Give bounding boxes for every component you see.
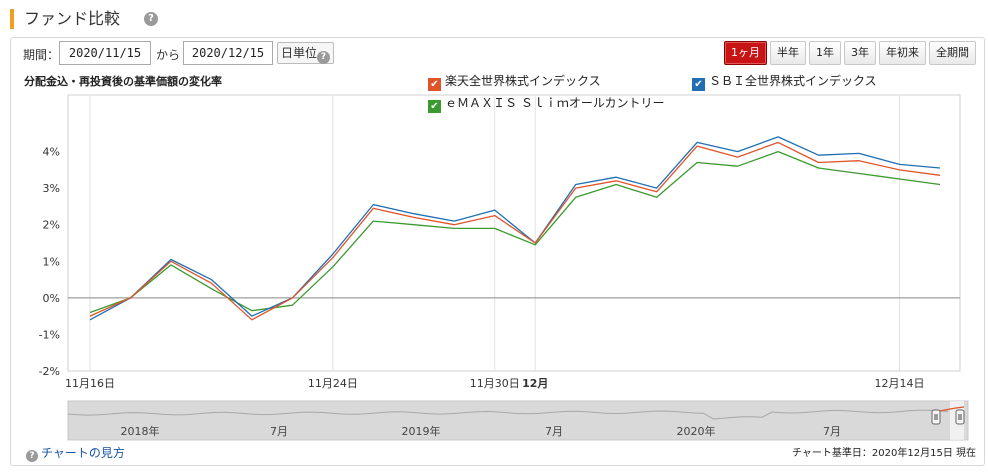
navigator-label: 2019年 [402,424,441,438]
y-tick-label: 4% [43,146,60,159]
legend-label: 楽天全世界株式インデックス [445,74,601,88]
series-line [89,136,941,321]
chart-panel: 期間： 2020/11/15 から 2020/12/15 日単位? 1ヶ月 半年… [10,37,985,466]
check-icon: ✔ [428,100,441,113]
help-icon: ? [26,450,38,462]
legend-item-emaxis[interactable]: ✔ ｅＭＡＸＩＳ Ｓｌｉｍオールカントリー [428,95,665,113]
series-line [89,141,941,321]
range-button-1m[interactable]: 1ヶ月 [724,41,767,65]
y-tick-label: 0% [43,292,60,305]
legend-label: ＳＢＩ全世界株式インデックス [709,74,877,88]
check-icon: ✔ [428,78,441,91]
range-button-all[interactable]: 全期間 [929,41,976,65]
period-separator: から [156,48,181,62]
help-icon[interactable]: ? [317,51,331,64]
y-tick-label: 3% [43,182,60,195]
range-button-ytd[interactable]: 年初来 [879,41,926,65]
x-tick-label: 12月 [522,377,548,390]
page-title: ファンド比較 [24,9,121,28]
x-tick-label: 11月16日 [65,377,115,390]
range-button-1y[interactable]: 1年 [809,41,841,65]
unit-label-text: 日単位 [281,46,318,60]
chart-help-link[interactable]: ? チャートの見方 [26,446,125,462]
x-tick-label: 12月14日 [875,377,925,390]
navigator-handle[interactable] [955,409,965,425]
section-header: ファンド比較 ? [10,8,980,34]
range-button-6m[interactable]: 半年 [770,41,806,65]
help-link-text: チャートの見方 [41,446,125,460]
y-tick-label: 2% [43,219,60,232]
plot-area [67,94,961,372]
navigator-label: 7月 [270,425,288,438]
legend-label: ｅＭＡＸＩＳ Ｓｌｉｍオールカントリー [445,96,665,110]
navigator-label: 7月 [823,425,841,438]
x-tick-label: 11月24日 [308,377,358,390]
legend-item-sbi[interactable]: ✔ ＳＢＩ全世界株式インデックス [692,73,877,91]
x-tick-label: 11月30日 [470,377,520,390]
reference-date: チャート基準日：2020年12月15日 現在 [792,448,976,459]
chart-subtitle: 分配金込・再投資後の基準価額の変化率 [24,75,222,88]
period-label: 期間： [23,48,60,62]
range-button-group: 1ヶ月 半年 1年 3年 年初来 全期間 [724,41,976,65]
navigator-handle[interactable] [931,409,941,425]
navigator-label: 2018年 [121,424,160,438]
navigator-label: 2020年 [677,424,716,438]
daily-unit-label[interactable]: 日単位? [277,42,335,64]
y-tick-label: 1% [43,255,60,268]
check-icon: ✔ [692,78,705,91]
series-line [89,150,941,314]
navigator-highlight [939,406,965,412]
date-from-input[interactable]: 2020/11/15 [59,41,151,65]
navigator-label: 7月 [545,425,563,438]
legend-item-rakuten[interactable]: ✔ 楽天全世界株式インデックス [428,73,601,91]
range-button-3y[interactable]: 3年 [844,41,876,65]
date-to-input[interactable]: 2020/12/15 [183,41,273,65]
y-tick-label: -2% [39,365,60,378]
help-icon[interactable]: ? [144,12,158,26]
navigator-series [67,409,949,420]
y-tick-label: -1% [39,328,60,341]
header-accent-bar [10,9,14,29]
navigator-track [67,400,969,441]
